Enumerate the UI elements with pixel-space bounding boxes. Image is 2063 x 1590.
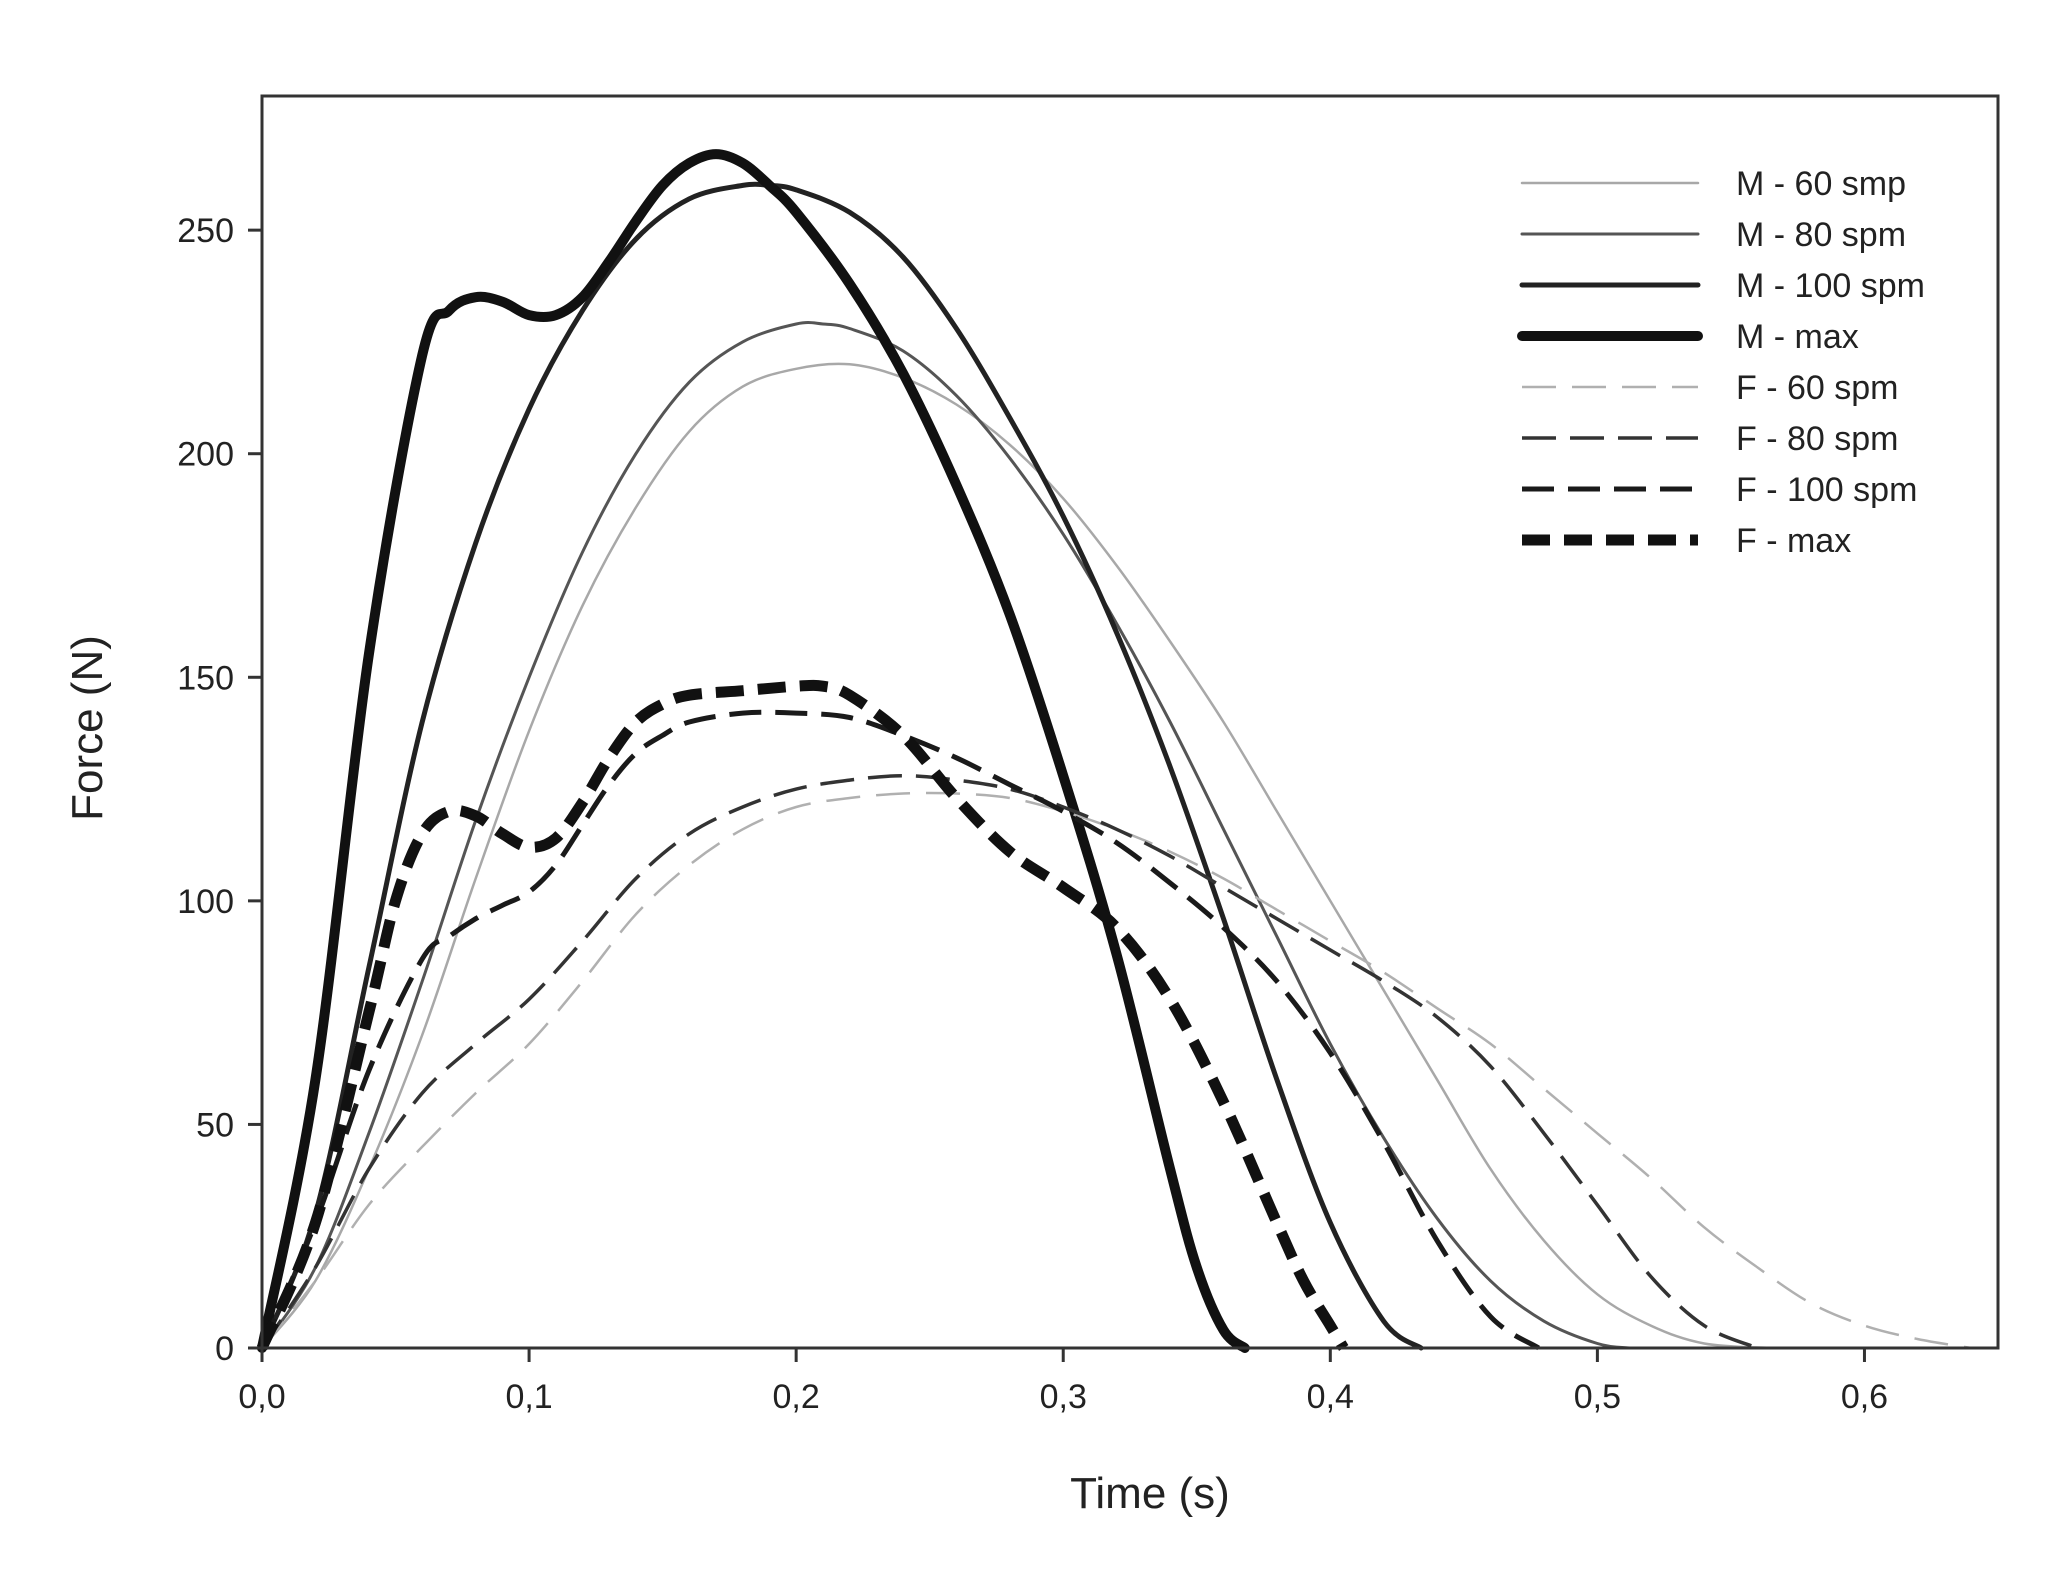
y-tick-label: 0 [215, 1330, 234, 1368]
y-axis-title: Force (N) [63, 635, 112, 821]
series-line-f-60-spm [261, 791, 1972, 1350]
y-tick-label: 50 [196, 1106, 234, 1144]
x-tick-label: 0,3 [1040, 1378, 1087, 1416]
series-line-m-max [257, 149, 1250, 1353]
y-tick-label: 100 [177, 883, 234, 921]
plot-frame [260, 94, 2000, 1350]
legend-label: F - 80 spm [1736, 420, 1898, 458]
x-axis-title: Time (s) [1070, 1469, 1230, 1518]
legend-label: M - 60 smp [1736, 165, 1906, 203]
x-tick-label: 0,6 [1841, 1378, 1888, 1416]
y-tick-label: 250 [177, 212, 234, 250]
y-tick-label: 150 [177, 659, 234, 697]
legend-label: F - max [1736, 522, 1851, 560]
legend-label: F - 100 spm [1736, 471, 1917, 509]
x-tick-label: 0,5 [1574, 1378, 1621, 1416]
legend-label: F - 60 spm [1736, 369, 1898, 407]
x-tick-label: 0,4 [1307, 1378, 1354, 1416]
legend: M - 60 smp M - 80 spm M - 100 spm M - max F … [1517, 165, 1925, 560]
y-tick-label: 200 [177, 436, 234, 474]
legend-label: M - 80 spm [1736, 216, 1906, 254]
series-line-f-80-spm [260, 773, 1759, 1350]
series-line-m-60-smp [260, 362, 1773, 1350]
x-axis-ticks: 0,0 0,1 0,2 0,3 0,4 0,5 0,6 [238, 1348, 1888, 1416]
legend-label: M - 100 spm [1736, 267, 1925, 305]
x-tick-label: 0,2 [773, 1378, 820, 1416]
y-axis-ticks: 0 50 100 150 200 250 [177, 212, 262, 1368]
series-line-m-100-spm [259, 181, 1424, 1351]
series-line-m-80-spm [260, 321, 1631, 1350]
legend-label: M - max [1736, 318, 1859, 356]
x-tick-label: 0,0 [238, 1378, 285, 1416]
series-layer [256, 149, 1972, 1353]
x-tick-label: 0,1 [505, 1378, 552, 1416]
series-line-f-max [256, 679, 1349, 1351]
